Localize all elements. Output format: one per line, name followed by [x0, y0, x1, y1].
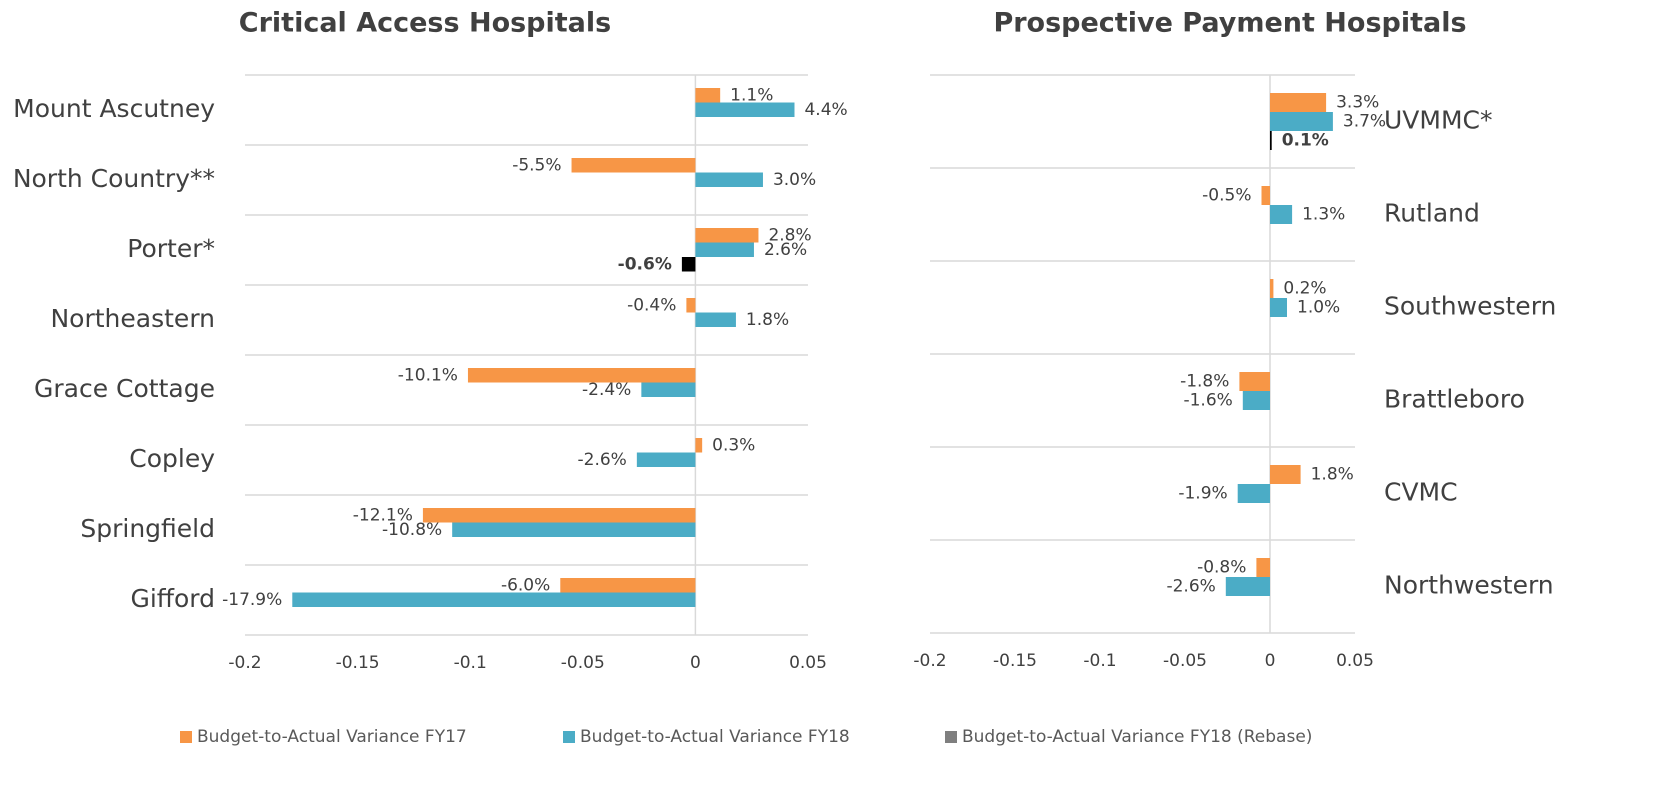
- data-label: -10.8%: [382, 520, 442, 540]
- legend-swatch: [563, 731, 575, 743]
- bar: [422, 508, 696, 523]
- legend-swatch: [945, 731, 957, 743]
- bar: [636, 452, 696, 467]
- bar: [695, 102, 795, 117]
- data-label: -10.1%: [398, 365, 458, 385]
- bar: [1261, 186, 1270, 205]
- bar: [695, 172, 763, 187]
- data-label: -17.9%: [222, 590, 282, 610]
- data-label: 1.8%: [746, 310, 789, 330]
- category-label: Springfield: [80, 514, 215, 543]
- bar: [686, 298, 696, 313]
- data-label: 1.1%: [730, 85, 773, 105]
- category-label: Grace Cottage: [34, 374, 215, 403]
- data-label: 1.8%: [1311, 465, 1354, 485]
- bar: [467, 368, 696, 383]
- data-label: 3.3%: [1336, 93, 1379, 113]
- x-tick-label: -0.05: [561, 653, 605, 673]
- data-label: 0.1%: [1282, 131, 1329, 151]
- bar: [681, 257, 696, 272]
- bar: [1242, 391, 1270, 410]
- legend-label: Budget-to-Actual Variance FY17: [197, 727, 467, 747]
- category-label: Northwestern: [1384, 571, 1554, 600]
- bar: [1239, 372, 1270, 391]
- category-label: Northeastern: [50, 304, 215, 333]
- data-label: -2.4%: [582, 380, 631, 400]
- bar: [695, 88, 721, 103]
- data-label: -0.6%: [618, 254, 672, 274]
- legend-label: Budget-to-Actual Variance FY18: [580, 727, 850, 747]
- bar: [695, 438, 703, 453]
- bar: [1237, 484, 1270, 503]
- category-label: Brattleboro: [1384, 385, 1525, 414]
- data-label: -0.8%: [1197, 558, 1246, 578]
- x-tick-label: -0.1: [454, 653, 487, 673]
- data-label: -2.6%: [578, 450, 627, 470]
- category-label: UVMMC*: [1384, 106, 1493, 135]
- x-tick-label: -0.15: [336, 653, 380, 673]
- data-label: -2.6%: [1166, 577, 1215, 597]
- bar: [641, 382, 696, 397]
- data-label: -0.5%: [1202, 186, 1251, 206]
- legend-label: Budget-to-Actual Variance FY18 (Rebase): [962, 727, 1312, 747]
- bar: [452, 522, 696, 537]
- bar: [1270, 93, 1327, 112]
- category-label: Rutland: [1384, 199, 1480, 228]
- data-label: 1.3%: [1302, 205, 1345, 225]
- category-label: Copley: [129, 444, 215, 473]
- bar: [1270, 465, 1301, 484]
- category-label: Mount Ascutney: [13, 94, 215, 123]
- data-label: 4.4%: [804, 100, 847, 120]
- category-label: Southwestern: [1384, 292, 1556, 321]
- bar: [292, 592, 696, 607]
- data-label: 2.8%: [768, 225, 811, 245]
- category-label: Porter*: [127, 234, 215, 263]
- data-label: -1.6%: [1183, 391, 1232, 411]
- data-label: 0.3%: [712, 435, 755, 455]
- x-tick-label: 0: [1265, 651, 1276, 671]
- x-tick-label: 0.05: [789, 653, 827, 673]
- bar: [1225, 577, 1270, 596]
- x-tick-label: 0.05: [1336, 651, 1374, 671]
- chart-title: Prospective Payment Hospitals: [993, 8, 1466, 39]
- legend-swatch: [180, 731, 192, 743]
- data-label: 1.0%: [1297, 298, 1340, 318]
- x-tick-label: -0.05: [1163, 651, 1207, 671]
- bar: [695, 228, 759, 243]
- category-label: North Country**: [13, 164, 215, 193]
- bar: [1270, 112, 1333, 131]
- bar: [560, 578, 696, 593]
- bar: [1270, 279, 1274, 298]
- x-tick-label: -0.1: [1083, 651, 1116, 671]
- data-label: 0.2%: [1283, 279, 1326, 299]
- bar: [695, 242, 754, 257]
- data-label: 3.0%: [773, 170, 816, 190]
- data-label: -5.5%: [512, 155, 561, 175]
- data-label: -1.9%: [1178, 484, 1227, 504]
- bar: [695, 312, 736, 327]
- bar: [571, 158, 696, 173]
- x-tick-label: -0.2: [228, 653, 261, 673]
- data-label: -1.8%: [1180, 372, 1229, 392]
- data-label: 3.7%: [1343, 112, 1386, 132]
- x-tick-label: 0: [690, 653, 701, 673]
- category-label: CVMC: [1384, 478, 1458, 507]
- x-tick-label: -0.15: [993, 651, 1037, 671]
- chart-title: Critical Access Hospitals: [239, 8, 611, 39]
- data-label: 2.6%: [764, 240, 807, 260]
- bar: [1270, 131, 1272, 150]
- data-label: -0.4%: [627, 295, 676, 315]
- bar: [1256, 558, 1270, 577]
- category-label: Gifford: [130, 584, 215, 613]
- bar: [1270, 205, 1293, 224]
- data-label: -12.1%: [353, 505, 413, 525]
- x-tick-label: -0.2: [913, 651, 946, 671]
- data-label: -6.0%: [501, 575, 550, 595]
- bar: [1270, 298, 1287, 317]
